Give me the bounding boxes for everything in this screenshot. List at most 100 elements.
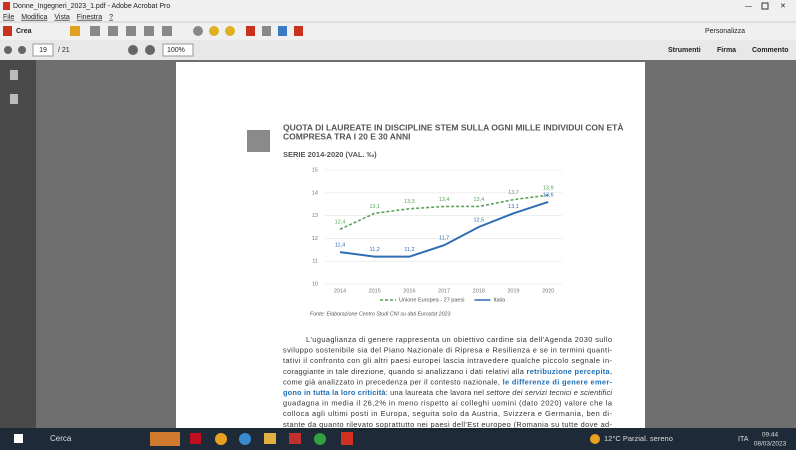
x-tick-label: 2016 [403,288,415,294]
data-label: 12,5 [473,217,484,223]
text-line: come già analizzato in precedenza per il… [283,377,613,386]
sidebar-pages[interactable] [10,70,18,80]
text-line: tativi il confronto con gli altri paesi … [283,356,613,365]
page-field[interactable] [32,43,54,57]
next-page[interactable] [18,46,26,54]
data-label: 13,4 [439,197,450,203]
y-tick-label: 14 [312,190,318,196]
page-count: / 21 [58,47,70,54]
pdf-page [176,62,645,428]
close[interactable]: ✕ [780,3,786,10]
data-label: 13,7 [508,190,519,196]
text-run: tativi il confronto con gli altri paesi … [283,356,613,365]
customize-menu[interactable]: Personalizza [705,28,745,35]
weather-icon [590,434,600,444]
chart-source: Fonte: Elaborazione Centro Studi CNI su … [310,311,451,317]
data-label: 13,6 [543,192,554,198]
x-tick-label: 2020 [542,288,554,294]
data-label: 11,2 [404,247,414,253]
series-line [339,194,549,231]
clock-date[interactable]: 08/03/2023 [754,441,787,448]
text-run: le differenze di genere emer- [503,377,613,386]
text-run: sviluppo sostenibile sia del Piano Nazio… [283,346,613,355]
text-run: settore dei servizi tecnici e scientific… [486,388,612,397]
text-run: colloca agli ultimi posti in Europa, seg… [283,409,613,418]
sidebar-bookmarks[interactable] [10,94,18,104]
y-tick-label: 12 [312,236,318,242]
y-tick-label: 13 [312,213,318,219]
data-label: 13,4 [473,197,484,203]
weather[interactable]: 12°C Parzial. sereno [604,434,673,443]
y-tick-label: 11 [312,259,318,265]
x-tick-label: 2014 [334,288,346,294]
menu-item[interactable]: Finestra [77,14,102,21]
menu-item[interactable]: Modifica [21,14,47,21]
text-run: L'uguaglianza di genere rappresenta un o… [306,335,612,344]
menu-item[interactable]: Vista [54,14,70,21]
legend-label: Unione Europea - 27 paesi [399,297,464,303]
start-button[interactable] [14,434,23,443]
body-text: L'uguaglianza di genere rappresenta un o… [283,335,613,429]
x-tick-label: 2018 [473,288,485,294]
menu-bar: File Modifica Vista Finestra? [3,14,113,21]
text-line: coraggiante in tale direzione, quando si… [283,367,612,376]
data-label: 11,2 [370,247,380,253]
tab[interactable]: Commento [752,47,789,54]
data-label: 13,9 [543,186,554,192]
tabs: Strumenti Firma Commento [668,47,789,54]
zoom-in[interactable] [145,45,155,55]
tab[interactable]: Firma [717,47,736,54]
chart-icon [247,130,270,152]
text-line: L'uguaglianza di genere rappresenta un o… [306,335,612,344]
tab[interactable]: Strumenti [668,47,701,54]
text-run: come già analizzato in precedenza per il… [283,377,502,386]
data-label: 12,4 [335,220,346,226]
page-number: 19 [39,47,47,54]
legend-label: Italia [493,297,506,303]
toolbar-icons [70,26,303,36]
text-run: coraggiante in tale direzione, quando si… [283,367,526,376]
maximize[interactable] [761,2,769,10]
taskbar [0,428,796,450]
y-tick-label: 15 [312,167,318,173]
left-sidebar [0,60,36,428]
text-run: retribuzione percepita [527,367,611,376]
data-label: 11,4 [335,243,345,249]
text-run: stante da quanto rilevato soprattutto ne… [283,420,613,429]
nav-toolbar [0,40,796,60]
clock-time[interactable]: 09:44 [762,432,779,439]
app-icon [3,2,10,10]
text-run: : una laureata che lavora nel [386,388,486,397]
data-label: 13,3 [404,199,415,205]
minimize[interactable]: — [745,3,752,10]
data-label: 13,1 [508,204,519,210]
text-line: colloca agli ultimi posti in Europa, seg… [283,409,613,418]
text-run: guadagna in media il 26,2% in meno rispe… [283,399,613,408]
series-line [339,200,549,258]
zoom-out[interactable] [128,45,138,55]
zoom-value: 100% [167,47,185,54]
text-run: gono in tutta la loro criticità [283,388,386,397]
text-line: sviluppo sostenibile sia del Piano Nazio… [283,346,613,355]
create-icon[interactable] [3,26,12,36]
menu-item[interactable]: ? [109,14,113,21]
text-line: guadagna in media il 26,2% in meno rispe… [283,399,613,408]
chart-subtitle: SERIE 2014-2020 (VAL. ‰) [283,150,377,159]
taskbar-search[interactable]: Cerca [50,434,72,443]
text-run: , [610,367,612,376]
x-tick-label: 2019 [507,288,519,294]
create-button[interactable]: Crea [16,28,32,35]
taskbar-apps [150,432,353,446]
prev-page[interactable] [4,46,12,54]
x-tick-label: 2015 [369,288,381,294]
text-line: gono in tutta la loro criticità: una lau… [283,388,612,397]
zoom-field[interactable] [162,43,194,57]
menu-item[interactable]: File [3,14,14,21]
window-title: Donne_Ingegneri_2023_1.pdf - Adobe Acrob… [13,3,170,10]
chart-title: QUOTA DI LAUREATE IN DISCIPLINE STEM SUL… [283,122,623,132]
language[interactable]: ITA [738,436,749,443]
data-label: 13,1 [369,204,380,210]
x-tick-label: 2017 [438,288,450,294]
